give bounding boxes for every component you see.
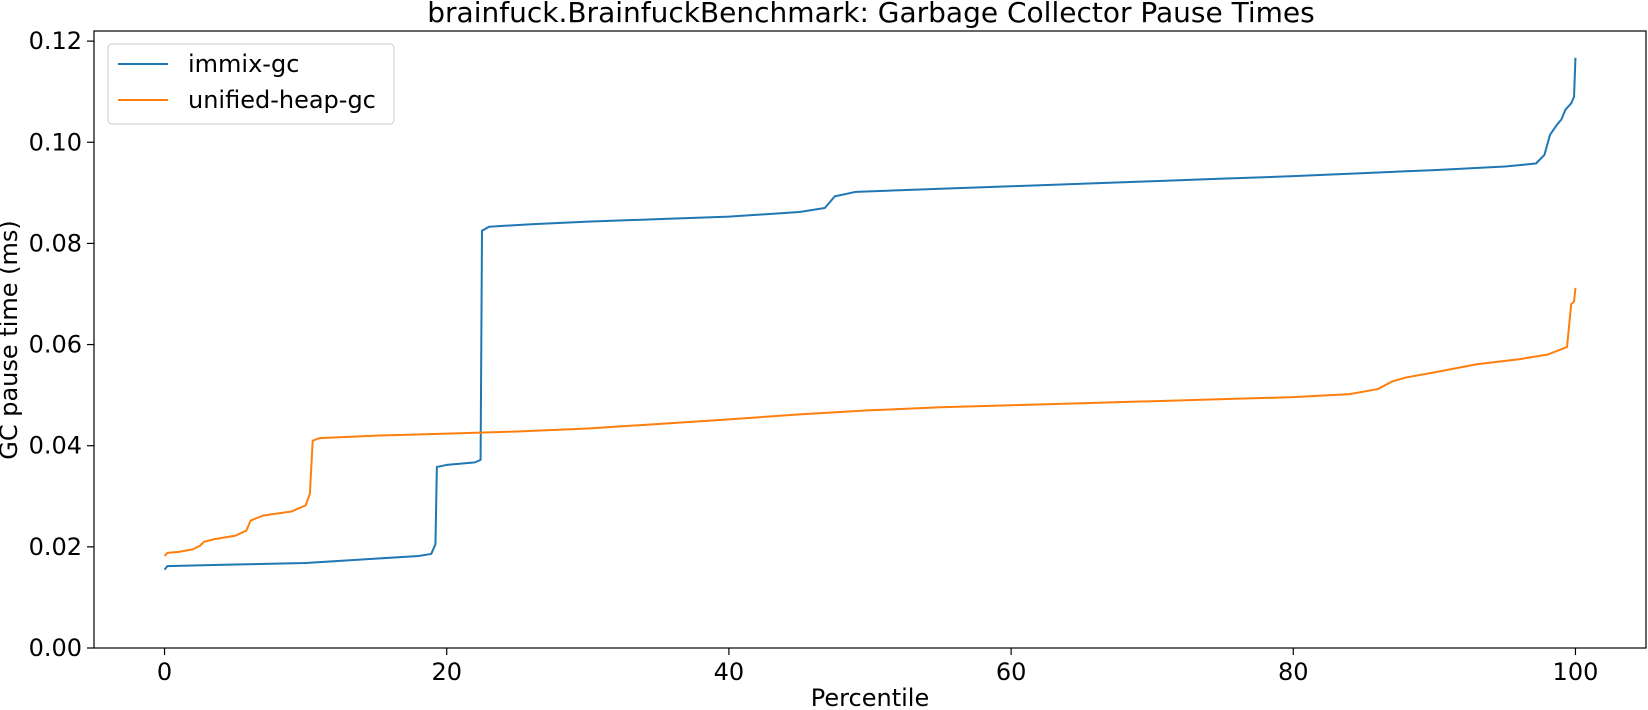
legend-label-immix-gc: immix-gc: [188, 50, 299, 78]
y-tick-label: 0.00: [29, 634, 82, 662]
x-tick-label: 40: [714, 658, 745, 686]
y-axis-label: GC pause time (ms): [0, 220, 23, 460]
series-line-unified-heap-gc: [163, 287, 1577, 557]
x-axis-label: Percentile: [811, 684, 929, 710]
y-tick-label: 0.04: [29, 432, 82, 460]
y-tick-label: 0.06: [29, 331, 82, 359]
plot-frame: [93, 30, 1647, 649]
series-line-immix-gc: [163, 57, 1577, 571]
y-tick-label: 0.12: [29, 27, 82, 55]
series-layer: [163, 57, 1577, 571]
x-tick-label: 20: [431, 658, 462, 686]
legend-box: [107, 43, 395, 125]
x-tick-label: 0: [157, 658, 172, 686]
y-axis: 0.00 0.02 0.04 0.06 0.08 0.10 0.12: [29, 27, 94, 662]
y-tick-label: 0.02: [29, 533, 82, 561]
x-tick-label: 80: [1278, 658, 1309, 686]
legend: immix-gc unified-heap-gc: [107, 43, 395, 125]
legend-label-unified-heap-gc: unified-heap-gc: [188, 86, 376, 114]
y-tick-label: 0.10: [29, 128, 82, 156]
x-tick-label: 100: [1553, 658, 1599, 686]
chart-title: brainfuck.BrainfuckBenchmark: Garbage Co…: [427, 0, 1314, 29]
x-tick-label: 60: [996, 658, 1027, 686]
x-axis: 0 20 40 60 80 100: [157, 648, 1598, 686]
y-tick-label: 0.08: [29, 229, 82, 257]
